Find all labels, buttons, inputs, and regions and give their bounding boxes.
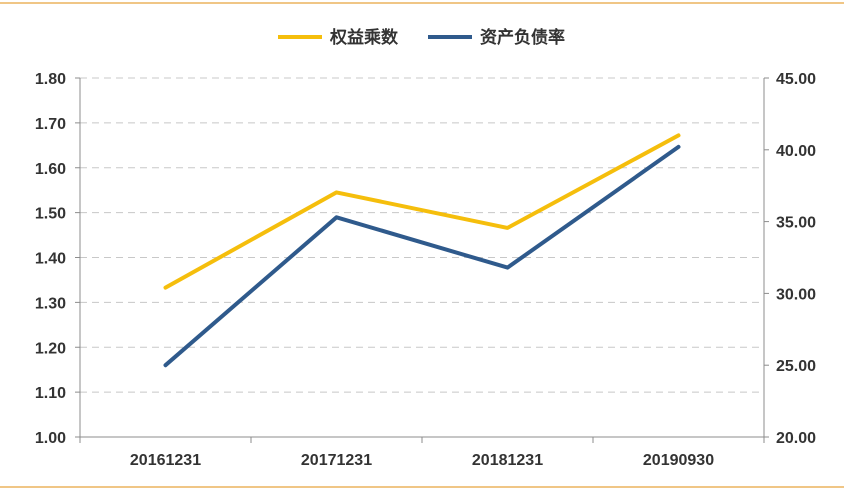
right-tick-label: 20.00 xyxy=(776,430,816,447)
right-tick-label: 40.00 xyxy=(776,143,816,160)
right-tick-label: 35.00 xyxy=(776,215,816,232)
chart-series xyxy=(163,133,681,368)
legend-label: 权益乘数 xyxy=(329,27,399,47)
left-tick-label: 1.60 xyxy=(35,161,66,178)
series-line-debt-ratio xyxy=(163,144,681,368)
series-line-equity-multiplier xyxy=(163,133,681,290)
left-tick-label: 1.10 xyxy=(35,385,66,402)
left-tick-label: 1.40 xyxy=(35,251,66,268)
grid-lines xyxy=(80,77,764,393)
left-axis-tick-labels: 1.00 1.10 1.20 1.30 1.40 1.50 1.60 1.70 1.80 xyxy=(35,71,66,447)
left-tick-label: 1.50 xyxy=(35,206,66,223)
x-tick-label: 20171231 xyxy=(301,452,372,469)
left-tick-label: 1.00 xyxy=(35,430,66,447)
right-tick-label: 30.00 xyxy=(776,286,816,303)
right-axis-tick-labels: 20.00 25.00 30.00 35.00 40.00 45.00 xyxy=(776,71,816,447)
left-tick-label: 1.20 xyxy=(35,340,66,357)
left-tick-label: 1.80 xyxy=(35,71,66,88)
left-tick-label: 1.70 xyxy=(35,116,66,133)
legend-label: 资产负债率 xyxy=(480,27,565,47)
x-tick-label: 20181231 xyxy=(472,452,543,469)
right-tick-label: 25.00 xyxy=(776,358,816,375)
x-tick-label: 20161231 xyxy=(130,452,201,469)
right-tick-label: 45.00 xyxy=(776,71,816,88)
chart-legend: 权益乘数 资产负债率 xyxy=(278,27,565,47)
x-axis-tick-labels: 20161231 20171231 20181231 20190930 xyxy=(130,452,714,469)
chart-axes xyxy=(75,77,769,443)
x-tick-label: 20190930 xyxy=(643,452,714,469)
left-tick-label: 1.30 xyxy=(35,295,66,312)
